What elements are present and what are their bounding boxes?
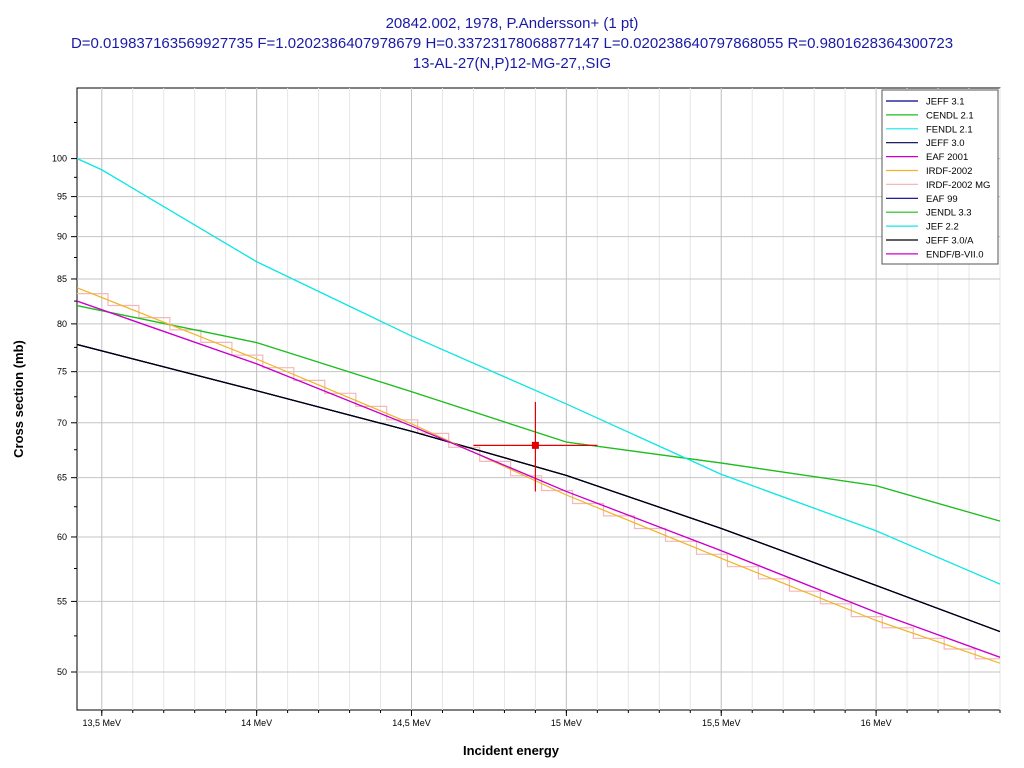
y-axis-label: Cross section (mb) — [11, 340, 26, 458]
y-tick-label: 65 — [57, 473, 67, 483]
x-axis-ticks: 13,5 MeV 14 MeV 14,5 MeV 15 MeV 15,5 MeV 16 M… — [83, 710, 1001, 728]
y-tick-label: 60 — [57, 532, 67, 542]
series-line-jendl-3-3 — [77, 305, 1000, 522]
legend-label: ENDF/B-VII.0 — [926, 249, 984, 260]
legend-label: JEF 2.2 — [926, 222, 959, 233]
legend-label: CENDL 2.1 — [926, 110, 974, 121]
x-tick-label: 15 MeV — [551, 718, 582, 728]
y-tick-label: 50 — [57, 667, 67, 677]
grid — [77, 88, 1001, 710]
y-tick-label: 75 — [57, 367, 67, 377]
title-line-1: 20842.002, 1978, P.Andersson+ (1 pt) — [386, 15, 639, 32]
x-tick-label: 14 MeV — [241, 718, 272, 728]
series-line-jef-2-2 — [77, 158, 1000, 585]
y-tick-label: 85 — [57, 274, 67, 284]
data-point — [531, 441, 539, 449]
x-tick-label: 16 MeV — [861, 718, 892, 728]
x-tick-label: 14,5 MeV — [392, 718, 431, 728]
legend-label: JENDL 3.3 — [926, 208, 972, 219]
plot-area — [76, 87, 1001, 711]
experimental-point-layer — [473, 401, 598, 492]
y-tick-label: 55 — [57, 596, 67, 606]
series-layer — [77, 158, 1000, 664]
legend-label: EAF 99 — [926, 194, 958, 205]
y-tick-label: 70 — [57, 418, 67, 428]
legend-label: FENDL 2.1 — [926, 124, 973, 135]
series-line-irdf-2002 — [77, 287, 1000, 664]
legend-box — [881, 89, 999, 265]
title-line-3: 13-AL-27(N,P)12-MG-27,,SIG — [413, 55, 611, 72]
x-axis-label: Incident energy — [463, 743, 560, 758]
title-line-2: D=0.019837163569927735 F=1.0202386407978… — [71, 35, 953, 52]
legend: JEFF 3.1 CENDL 2.1 FENDL 2.1 JEFF 3.0 EAF 20… — [881, 89, 999, 265]
legend-label: IRDF-2002 MG — [926, 180, 990, 191]
legend-label: JEFF 3.0/A — [926, 236, 974, 247]
y-tick-label: 90 — [57, 232, 67, 242]
chart-title: 20842.002, 1978, P.Andersson+ (1 pt) D=0… — [71, 15, 953, 72]
y-tick-label: 100 — [52, 154, 67, 164]
legend-label: JEFF 3.0 — [926, 138, 965, 149]
x-tick-label: 15,5 MeV — [702, 718, 741, 728]
y-tick-label: 95 — [57, 192, 67, 202]
series-line-endf-b-vii-0 — [77, 300, 1000, 658]
x-tick-label: 13,5 MeV — [83, 718, 122, 728]
y-axis-ticks: 50 55 60 65 70 75 80 85 90 95 100 — [52, 121, 77, 677]
y-tick-label: 80 — [57, 319, 67, 329]
series-line-jeff-3-0-a — [77, 343, 1000, 633]
legend-label: EAF 2001 — [926, 152, 968, 163]
legend-label: IRDF-2002 — [926, 166, 972, 177]
legend-label: JEFF 3.1 — [926, 97, 965, 108]
